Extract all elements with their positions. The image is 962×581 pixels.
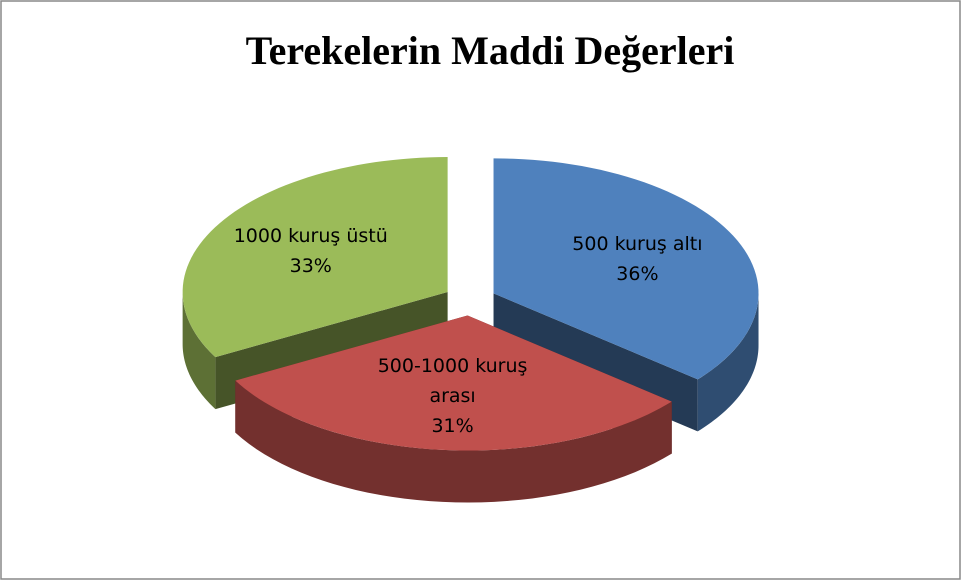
chart-title: Terekelerin Maddi Değerleri: [246, 28, 735, 73]
slice-wall: [182, 292, 216, 410]
data-label: 500-1000 kuruş arası 31%: [368, 351, 538, 441]
slice-wall: [697, 293, 759, 432]
category-label: 500-1000 kuruş arası: [377, 355, 528, 408]
value-label: 33%: [289, 254, 332, 277]
slice-top: [493, 158, 759, 380]
slice-top: [182, 157, 448, 358]
data-label: 500 kuruş altı 36%: [552, 229, 722, 289]
slice-top: [235, 315, 672, 451]
value-label: 31%: [431, 415, 474, 438]
slice: [235, 315, 672, 503]
pie: [182, 157, 759, 503]
category-label: 500 kuruş altı: [572, 232, 703, 255]
data-label: 1000 kuruş üstü 33%: [226, 221, 396, 281]
slice-wall: [235, 380, 672, 503]
category-label: 1000 kuruş üstü: [233, 224, 388, 247]
value-label: 36%: [616, 262, 659, 285]
